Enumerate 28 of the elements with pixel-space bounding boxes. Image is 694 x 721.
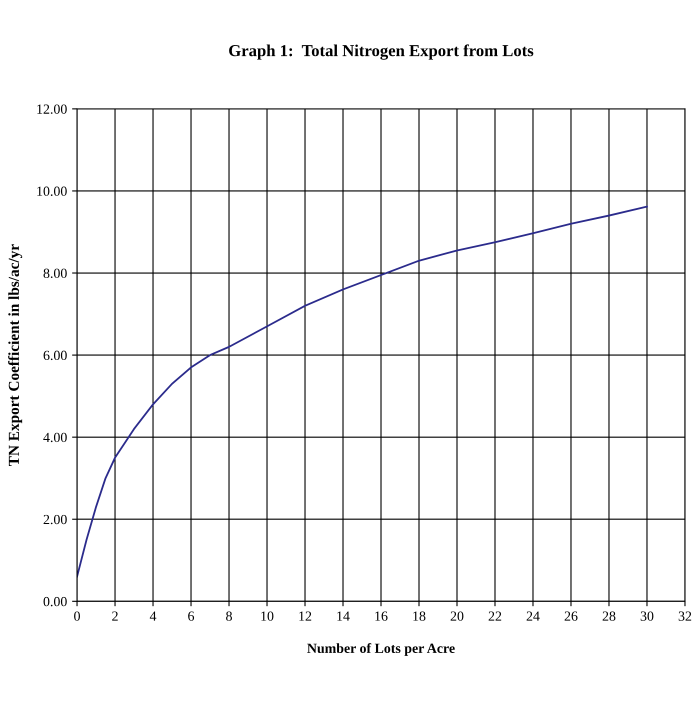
x-tick-label: 20 <box>450 611 464 621</box>
x-tick-label: 28 <box>602 611 616 621</box>
x-tick-label: 6 <box>188 611 194 621</box>
y-tick-label: 0.00 <box>44 596 67 606</box>
y-tick-label: 6.00 <box>44 350 67 360</box>
x-tick-label: 24 <box>526 611 540 621</box>
y-axis-title: TN Export Coefficient in lbs/ac/yr <box>8 244 22 466</box>
x-tick-label: 16 <box>375 611 388 621</box>
y-tick-label: 12.00 <box>37 104 67 114</box>
x-tick-label: 30 <box>640 611 654 621</box>
x-tick-label: 0 <box>74 611 80 621</box>
x-axis-title: Number of Lots per Acre <box>307 643 455 656</box>
y-tick-label: 10.00 <box>37 186 67 196</box>
x-tick-label: 22 <box>488 611 502 621</box>
y-tick-label: 8.00 <box>44 268 67 278</box>
y-tick-label: 4.00 <box>43 432 67 442</box>
line-series <box>77 206 648 578</box>
x-tick-label: 26 <box>564 611 578 621</box>
x-tick-label: 8 <box>226 611 232 621</box>
x-tick-label: 12 <box>299 611 312 621</box>
x-tick-label: 10 <box>261 611 274 621</box>
x-tick-label: 18 <box>413 611 426 621</box>
y-tick-label: 2.00 <box>44 514 67 524</box>
x-tick-label: 2 <box>112 611 118 621</box>
x-tick-label: 14 <box>337 612 350 621</box>
chart-title: Graph 1: Total Nitrogen Export from Lots <box>229 44 534 60</box>
x-tick-label: 4 <box>150 612 156 621</box>
x-tick-label: 32 <box>678 611 692 621</box>
